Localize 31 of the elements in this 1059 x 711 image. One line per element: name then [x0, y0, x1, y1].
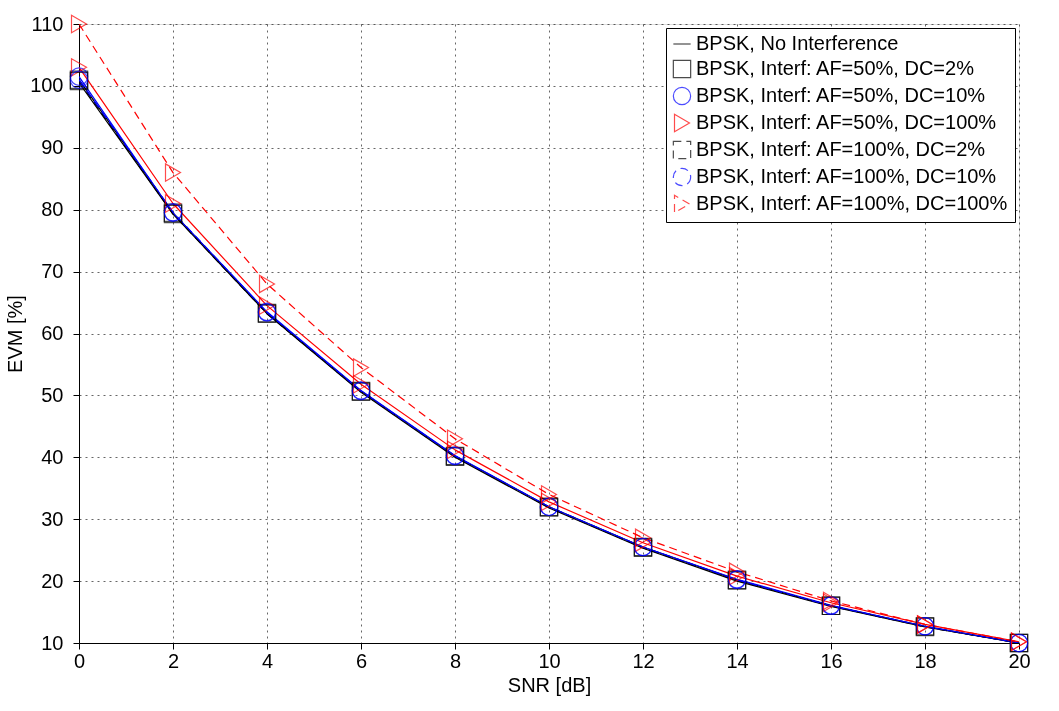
y-tick-label: 100 — [30, 74, 64, 97]
legend-label: BPSK, Interf: AF=50%, DC=2% — [696, 57, 975, 79]
x-tick-label: 8 — [449, 649, 462, 672]
y-tick-label: 40 — [41, 445, 64, 468]
x-tick-label: 14 — [726, 649, 749, 672]
y-tick-label: 50 — [41, 383, 64, 406]
y-tick-label: 10 — [41, 631, 64, 654]
x-tick-label: 0 — [73, 649, 86, 672]
legend-label: BPSK, Interf: AF=50%, DC=10% — [696, 84, 986, 106]
y-tick-label: 80 — [41, 198, 64, 221]
x-tick-label: 20 — [1008, 649, 1031, 672]
x-tick-label: 16 — [820, 649, 843, 672]
y-tick-label: 70 — [41, 260, 64, 283]
x-tick-label: 2 — [167, 649, 180, 672]
y-tick-label: 110 — [31, 12, 64, 35]
y-axis-title: EVM [%] — [4, 295, 27, 373]
y-tick-label: 30 — [41, 507, 64, 530]
x-tick-label: 18 — [914, 649, 937, 672]
x-tick-label: 6 — [355, 649, 368, 672]
legend-label: BPSK, No Interference — [696, 32, 899, 54]
y-tick-label: 60 — [41, 322, 64, 344]
legend-label: BPSK, Interf: AF=50%, DC=100% — [696, 111, 997, 133]
x-axis-title: SNR [dB] — [507, 673, 592, 696]
legend-label: BPSK, Interf: AF=100%, DC=2% — [696, 138, 986, 160]
y-tick-label: 90 — [41, 136, 64, 159]
legend-label: BPSK, Interf: AF=100%, DC=100% — [696, 192, 1008, 214]
legend-label: BPSK, Interf: AF=100%, DC=10% — [696, 165, 997, 187]
x-tick-label: 4 — [261, 649, 274, 672]
y-tick-label: 20 — [41, 569, 64, 592]
x-tick-label: 10 — [538, 649, 561, 672]
x-tick-label: 12 — [632, 649, 655, 672]
